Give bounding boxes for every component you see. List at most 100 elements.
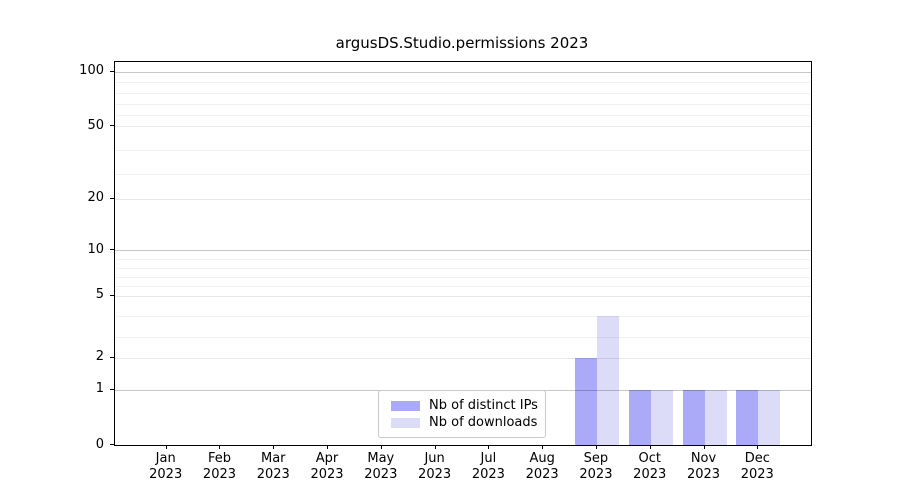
x-tick-month-may: May [367,451,395,466]
x-tick-mark-jul [488,445,490,449]
y-tick-label-50: 50 [87,117,104,133]
y-tick-label-10: 10 [87,241,104,257]
x-tick-month-mar: Mar [260,451,286,466]
x-tick-mark-nov [703,445,705,449]
x-tick-label-apr: Apr 2023 [299,451,355,483]
y-gridline-100 [115,71,811,73]
y-tick-mark-20 [110,197,114,199]
y-minor-gridline-60 [115,115,811,117]
x-tick-mark-jan [165,445,167,449]
bar-nb-of-downloads-nov [704,389,727,445]
y-tick-mark-100 [110,70,114,72]
y-minor-gridline-4 [115,316,811,318]
x-tick-year-jul: 2023 [471,467,505,482]
x-tick-label-dec: Dec 2023 [729,451,785,483]
x-tick-year-dec: 2023 [740,467,774,482]
x-tick-label-mar: Mar 2023 [245,451,301,483]
x-tick-label-jun: Jun 2023 [407,451,463,483]
x-tick-label-nov: Nov 2023 [676,451,732,483]
x-tick-mark-mar [273,445,275,449]
x-tick-mark-apr [327,445,329,449]
y-minor-gridline-7 [115,277,811,279]
y-tick-mark-10 [110,249,114,250]
y-tick-label-2: 2 [95,349,104,364]
y-tick-label-5: 5 [95,287,104,302]
x-tick-month-jan: Jan [155,451,176,466]
bar-nb-of-downloads-oct [650,389,673,445]
x-tick-year-apr: 2023 [310,467,344,482]
x-tick-label-aug: Aug 2023 [514,451,570,483]
y-minor-gridline-6 [115,286,811,288]
y-gridline-10 [115,250,811,251]
legend: Nb of distinct IPs Nb of downloads [378,390,546,438]
y-tick-label-100: 100 [79,63,104,78]
x-tick-mark-dec [757,445,759,449]
legend-swatch-distinct-ips [391,400,420,411]
y-tick-label-0: 0 [95,436,104,452]
x-tick-year-nov: 2023 [686,467,721,482]
x-tick-month-oct: Oct [638,451,661,466]
x-tick-mark-feb [219,445,221,449]
x-tick-year-mar: 2023 [256,467,290,482]
bar-nb-of-downloads-dec [758,389,781,445]
x-tick-label-jul: Jul 2023 [460,451,516,483]
x-tick-year-sep: 2023 [579,467,613,482]
y-tick-mark-50 [110,125,114,126]
y-gridline-5 [115,295,811,297]
x-tick-month-feb: Feb [207,451,231,466]
y-tick-mark-1 [110,388,114,390]
x-tick-month-aug: Aug [529,451,555,466]
x-tick-year-jan: 2023 [149,467,183,482]
x-tick-mark-oct [649,445,651,449]
x-tick-mark-aug [542,445,544,449]
x-tick-year-jun: 2023 [418,467,452,482]
bar-nb-of-distinct-ips-nov [682,389,705,445]
y-minor-gridline-80 [115,93,811,95]
y-tick-mark-0 [110,444,114,445]
x-tick-label-oct: Oct 2023 [622,451,678,483]
x-tick-label-may: May 2023 [353,451,409,483]
x-tick-mark-jun [434,445,436,449]
x-tick-year-aug: 2023 [525,467,559,482]
y-minor-gridline-9 [115,259,811,261]
x-tick-month-sep: Sep [583,451,609,466]
x-tick-year-oct: 2023 [633,467,667,482]
x-tick-year-may: 2023 [364,467,398,482]
x-tick-label-feb: Feb 2023 [191,451,247,483]
y-minor-gridline-8 [115,268,811,270]
y-gridline-50 [115,126,811,127]
legend-label-distinct-ips: Nb of distinct IPs [429,398,538,413]
y-gridline-20 [115,198,811,200]
bar-nb-of-distinct-ips-sep [574,357,597,445]
legend-row-downloads: Nb of downloads [387,414,537,431]
y-tick-label-20: 20 [87,190,104,205]
x-tick-month-jul: Jul [480,451,497,466]
y-gridline-2 [115,357,811,359]
x-tick-month-nov: Nov [690,451,717,466]
y-tick-mark-2 [110,356,114,358]
plot-area [114,61,812,446]
legend-label-downloads: Nb of downloads [429,415,538,430]
y-minor-gridline-30 [115,174,811,176]
bar-nb-of-distinct-ips-dec [736,389,759,445]
x-tick-month-dec: Dec [744,451,770,466]
legend-row-distinct-ips: Nb of distinct IPs [387,397,538,414]
y-minor-gridline-70 [115,104,811,106]
x-tick-mark-may [380,445,382,449]
bar-nb-of-distinct-ips-oct [628,389,651,445]
y-tick-label-1: 1 [95,381,104,396]
chart-title: argusDS.Studio.permissions 2023 [335,34,589,52]
y-minor-gridline-90 [115,82,811,84]
x-tick-label-jan: Jan 2023 [138,451,194,483]
y-tick-mark-5 [110,294,114,296]
bar-nb-of-downloads-sep [596,316,619,445]
legend-swatch-downloads [391,417,420,428]
x-tick-mark-sep [595,445,597,449]
y-minor-gridline-3 [115,336,811,338]
x-tick-label-sep: Sep 2023 [568,451,624,483]
x-tick-year-feb: 2023 [202,467,237,482]
y-minor-gridline-40 [115,150,811,152]
x-tick-month-apr: Apr [315,451,339,466]
x-tick-month-jun: Jun [424,451,445,466]
